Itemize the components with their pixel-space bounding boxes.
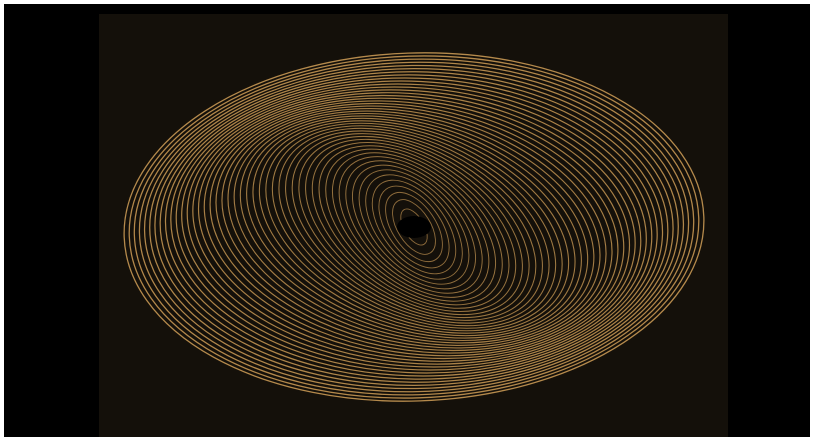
spiral-ring xyxy=(258,120,570,334)
spiral-ring xyxy=(285,130,543,324)
spiral-ring xyxy=(338,156,490,298)
spiral-ring xyxy=(154,71,674,383)
spiral-ring xyxy=(345,160,483,294)
spiral-ring xyxy=(351,164,477,290)
spiral-ring xyxy=(291,133,537,321)
spiral-ring xyxy=(133,58,695,396)
spiral-ring xyxy=(186,89,642,365)
spiral-ring xyxy=(192,92,636,362)
spiral-ring xyxy=(358,169,470,285)
spiral-ring xyxy=(149,67,679,387)
spiral-ring xyxy=(365,174,463,280)
spiral-ring xyxy=(265,122,563,332)
spiral-ring xyxy=(138,61,690,393)
spiral-ring xyxy=(298,135,530,319)
spiral-ring xyxy=(159,74,669,380)
spiral-ring xyxy=(227,108,601,346)
spiral-ring xyxy=(181,86,647,368)
spiral-ring xyxy=(252,117,576,337)
spiral-ring xyxy=(197,94,631,360)
spiral-ring xyxy=(246,115,582,339)
spiral-rings xyxy=(123,52,705,402)
spiral-ring xyxy=(318,145,510,309)
artwork-canvas xyxy=(99,14,728,437)
spiral-ring xyxy=(215,102,613,352)
spiral-ring xyxy=(392,199,436,255)
spiral-ring xyxy=(175,83,653,371)
spiral-ring xyxy=(203,97,625,357)
spiral-ring xyxy=(371,179,457,275)
spiral-ring xyxy=(209,100,619,354)
spiral-ring xyxy=(123,52,705,402)
spiral-ring xyxy=(331,152,497,302)
spiral-ring xyxy=(378,185,450,269)
spiral-ring xyxy=(143,64,685,390)
spiral-ring xyxy=(170,80,658,374)
spiral-artwork xyxy=(123,52,705,402)
spiral-ring xyxy=(221,105,607,349)
spiral-ring xyxy=(311,141,517,313)
spiral-ring xyxy=(278,127,550,327)
spiral-ring xyxy=(128,55,700,399)
spiral-ring xyxy=(239,112,589,342)
spiral-ring xyxy=(385,191,443,263)
spiral-ring xyxy=(271,125,557,329)
spiral-ring xyxy=(305,138,523,316)
spiral-ring xyxy=(325,148,503,306)
spiral-ring xyxy=(233,110,595,344)
spiral-ring xyxy=(164,77,664,377)
center-hole xyxy=(397,216,431,238)
